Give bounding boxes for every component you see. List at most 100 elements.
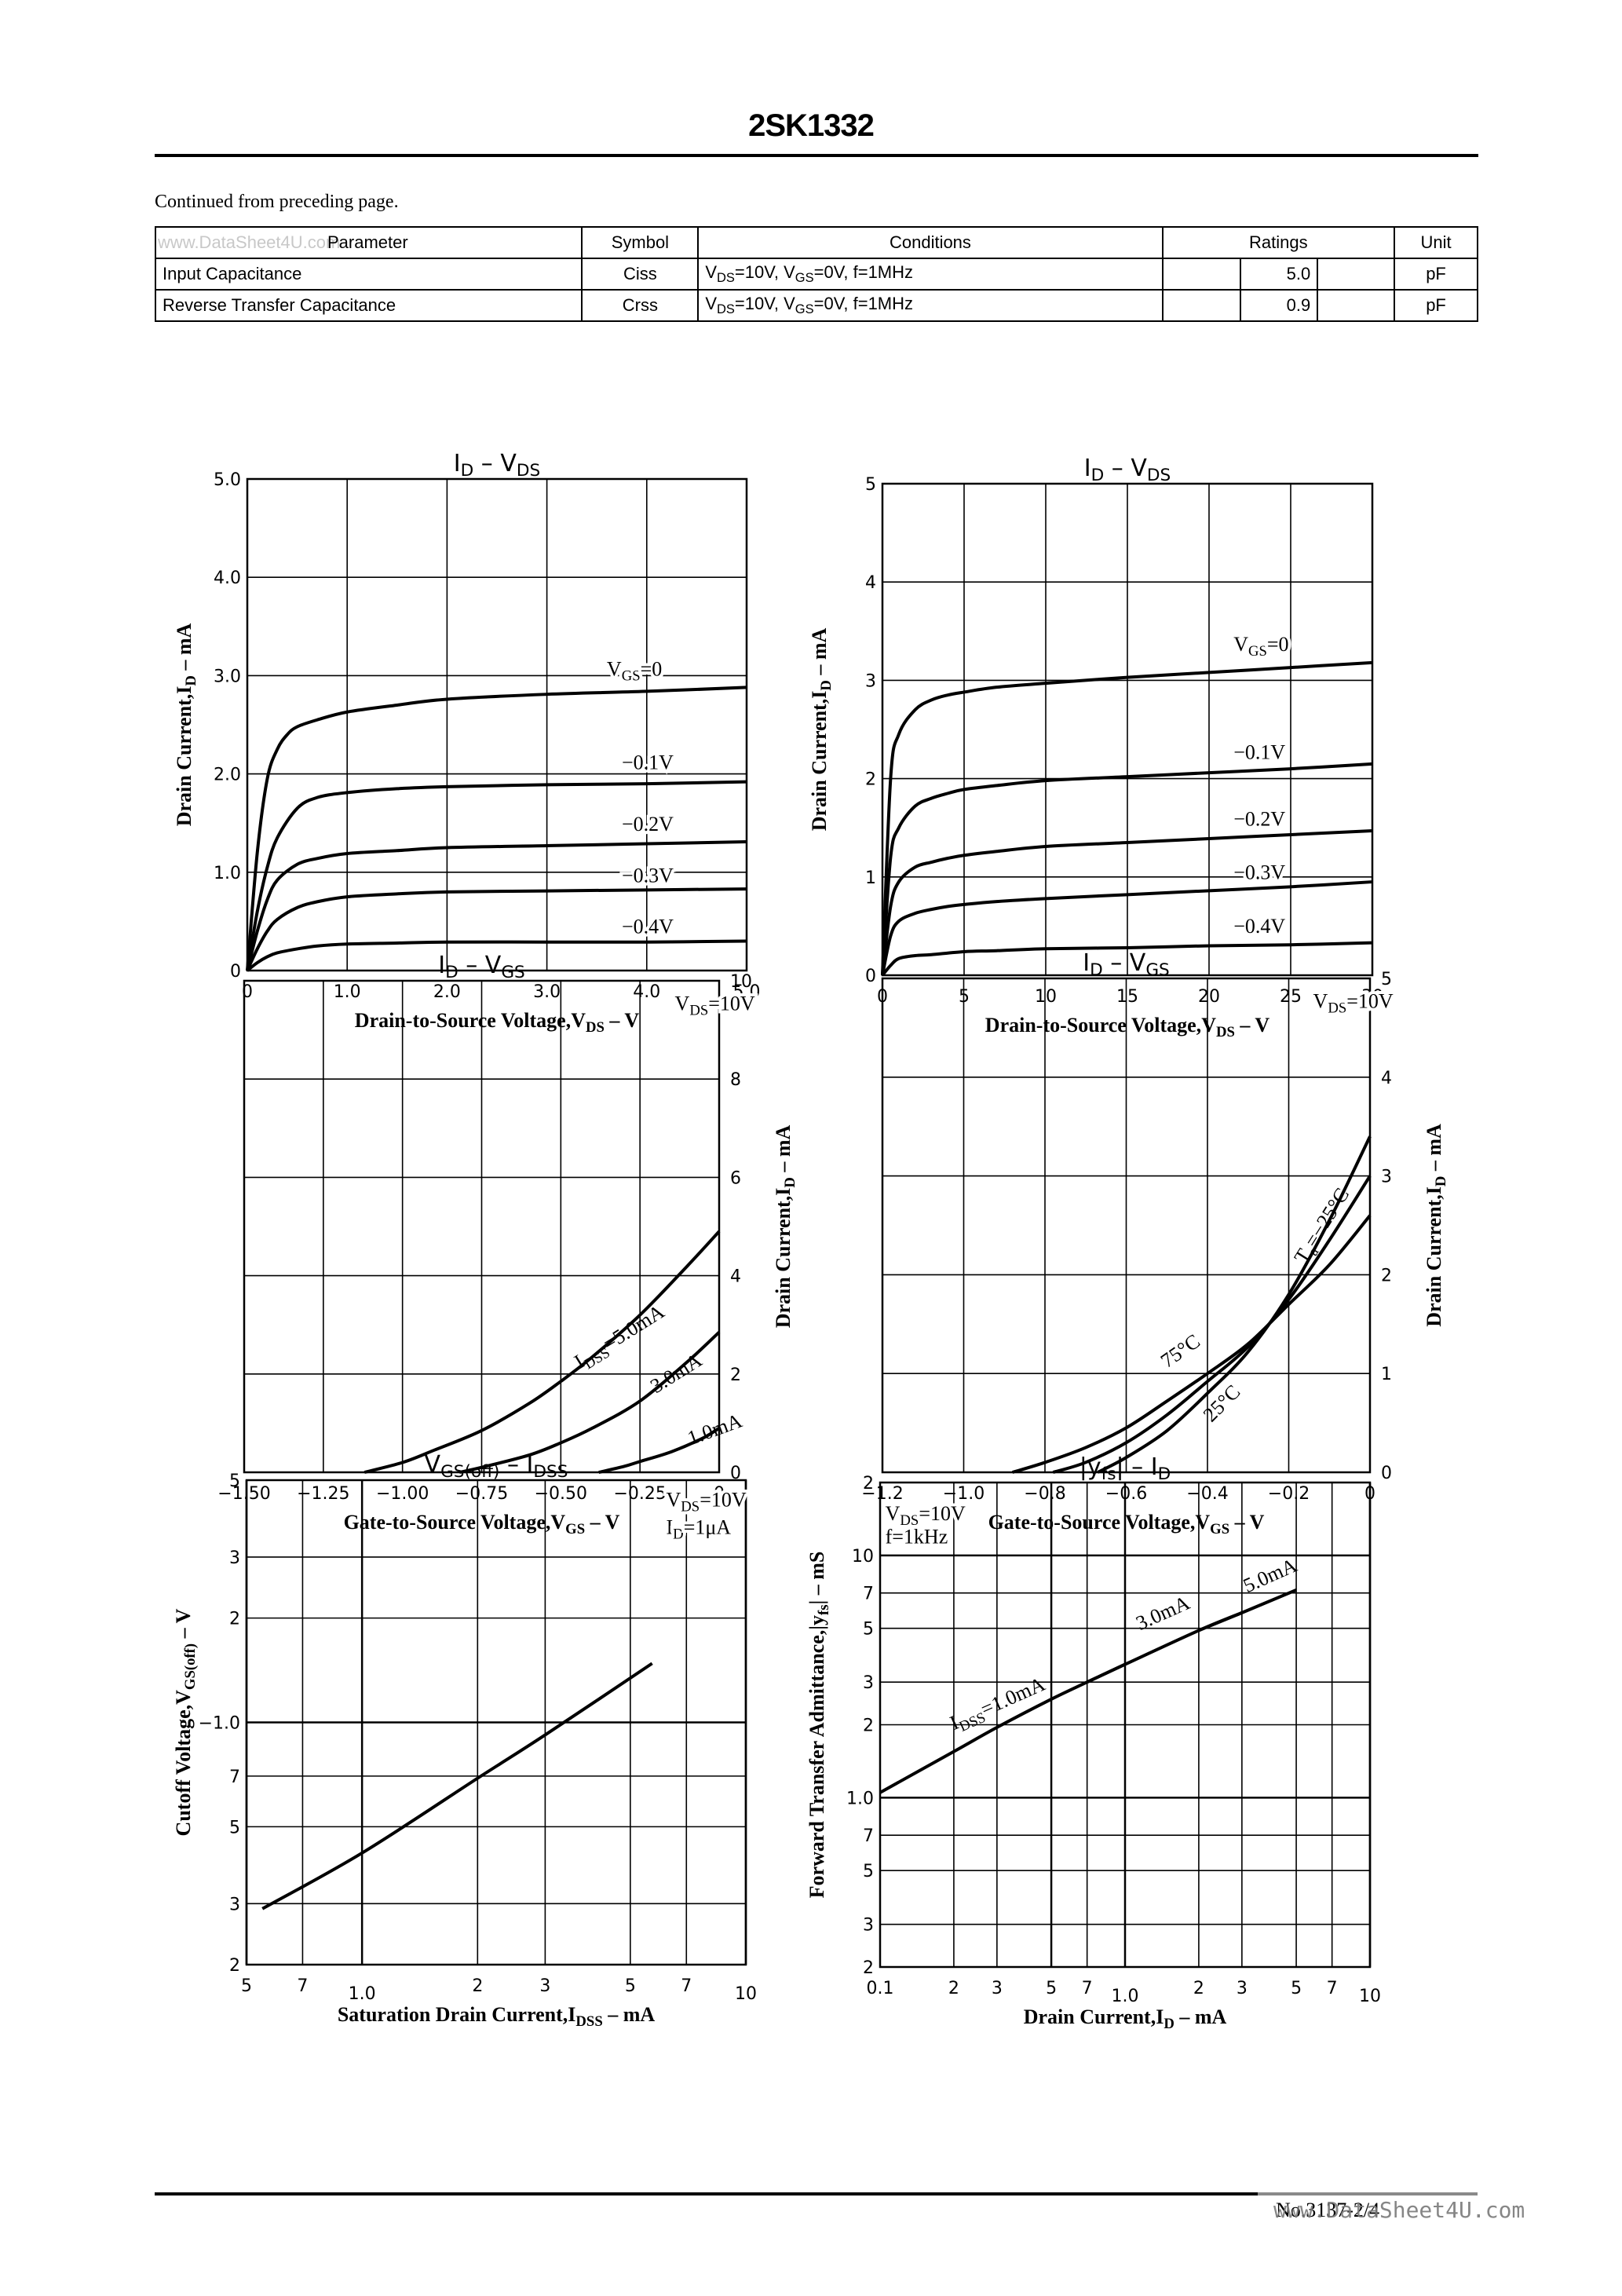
series-curve <box>879 1662 1126 1794</box>
cell-symbol: Ciss <box>581 258 700 291</box>
chart-annotation: −0.4V <box>1233 915 1285 938</box>
cell-parameter: Input Capacitance <box>154 258 583 291</box>
series-curve <box>261 1662 653 1910</box>
x-tick-label: −0.75 <box>455 1484 508 1504</box>
y-tick-label: 2.0 <box>214 766 241 785</box>
x-tick-label: 5 <box>241 1976 252 1996</box>
chart-title: ID​ – VDS​ <box>454 450 540 481</box>
x-tick-label: 7 <box>297 1976 308 1996</box>
chart-annotation: f=1kHz <box>886 1526 948 1548</box>
y-axis-label: Drain Current,ID​ – mA <box>1423 1124 1449 1327</box>
chart-annotation: VDS​=10V <box>886 1502 966 1529</box>
y-axis-label: Forward Transfer Admittance,|yfs​| – mS <box>806 1552 832 1899</box>
x-tick-label: −1.2 <box>861 1484 903 1504</box>
x-tick-label: 7 <box>1082 1979 1093 1998</box>
chart-annotation: −0.2V <box>622 813 674 835</box>
y-axis-label: Drain Current,ID​ – mA <box>173 623 199 826</box>
x-tick-label: 1.0 <box>349 1984 376 2004</box>
table-row: Reverse Transfer Capacitance Crss VDS=10… <box>154 289 1478 322</box>
y-tick-label: 2 <box>229 1956 240 1976</box>
col-header-unit: Unit <box>1394 226 1478 259</box>
plot-area: 051015202530012345ID​ – VDS​Drain-to-Sou… <box>808 455 1383 1040</box>
x-tick-label: −1.00 <box>376 1484 429 1504</box>
cell-symbol: Crss <box>581 289 700 322</box>
y-tick-label: 2 <box>229 1610 240 1629</box>
spec-table: www.DataSheet4U.com Parameter Symbol Con… <box>154 226 1478 322</box>
series-curve <box>246 686 747 971</box>
x-tick-label: −0.4 <box>1186 1484 1228 1504</box>
x-tick-label: 10 <box>1359 1987 1381 2006</box>
plot-area: 01.02.03.04.05.001.02.03.04.05.0ID​ – VD… <box>173 450 761 1036</box>
y-tick-label: 1 <box>1381 1365 1392 1384</box>
chart-title: ID​ – VDS​ <box>1084 455 1171 485</box>
footer-rule-watermark <box>1258 2192 1478 2195</box>
y-tick-label: 5 <box>865 475 876 495</box>
chart-title: |yfs​| – ID​ <box>1080 1453 1171 1484</box>
y-tick-label: 6 <box>730 1168 741 1188</box>
x-tick-label: 10 <box>1035 987 1057 1007</box>
series-curve <box>881 762 1373 976</box>
y-tick-label: 7 <box>229 1768 240 1787</box>
y-tick-label: 7 <box>863 1826 874 1846</box>
x-tick-label: −0.6 <box>1105 1484 1147 1504</box>
y-tick-label: 0 <box>230 962 241 982</box>
x-tick-label: −1.25 <box>297 1484 349 1504</box>
x-tick-label: 25 <box>1280 987 1302 1007</box>
chart-annotation: VDS​=10V <box>1313 990 1394 1017</box>
x-tick-label: 2 <box>472 1976 483 1996</box>
y-tick-label: 5 <box>229 1472 240 1491</box>
page-title: 2SK1332 <box>748 108 875 143</box>
x-tick-label: 3 <box>1237 1979 1248 1998</box>
x-tick-label: 10 <box>735 1984 757 2004</box>
x-tick-label: 5.0 <box>733 982 761 1002</box>
cell-unit: pF <box>1394 289 1478 322</box>
y-tick-label: 5 <box>863 1620 874 1640</box>
y-tick-label: 3 <box>1381 1168 1392 1187</box>
x-tick-label: −0.50 <box>535 1484 587 1504</box>
cell-max <box>1317 289 1396 322</box>
x-tick-label: 3 <box>992 1979 1003 1998</box>
series-curve <box>363 1230 721 1474</box>
x-axis-label: Saturation Drain Current,IDSS​ – mA <box>338 2003 656 2030</box>
cell-conditions: VDS=10V, VGS=0V, f=1MHz <box>697 258 1164 291</box>
y-tick-label: 2 <box>863 1474 874 1493</box>
cell-min <box>1161 258 1242 291</box>
chart-annotation: −0.3V <box>622 864 674 887</box>
x-tick-label: 2 <box>948 1979 959 1998</box>
y-tick-label: 3 <box>863 1673 874 1693</box>
y-tick-label: 5 <box>863 1862 874 1881</box>
x-tick-label: 5 <box>1046 1979 1057 1998</box>
y-tick-label: 3 <box>865 671 876 691</box>
chart-annotation: −0.3V <box>1233 861 1285 883</box>
x-tick-label: 3.0 <box>533 982 561 1002</box>
x-tick-label: 0.1 <box>867 1979 894 1998</box>
x-tick-label: −1.50 <box>217 1484 270 1504</box>
x-tick-label: 0 <box>714 1484 725 1504</box>
x-tick-label: 2 <box>1193 1979 1204 1998</box>
footer-rule <box>155 2192 1258 2195</box>
y-axis-label: Drain Current,ID​ – mA <box>808 627 835 831</box>
series-curve <box>881 660 1373 976</box>
series-curve <box>246 839 747 971</box>
y-tick-label: 5 <box>1381 970 1392 989</box>
cell-parameter: Reverse Transfer Capacitance <box>154 289 583 322</box>
chart-annotation: VGS​=0 <box>607 657 662 684</box>
cell-unit: pF <box>1394 258 1478 291</box>
col-header-symbol: Symbol <box>581 226 700 259</box>
x-tick-label: 15 <box>1116 987 1138 1007</box>
page-number: No.3137-2/4 <box>1276 2199 1380 2221</box>
y-tick-label: 2 <box>865 770 876 790</box>
x-tick-label: 5 <box>1291 1979 1302 1998</box>
x-tick-label: −0.25 <box>613 1484 666 1504</box>
chart-annotation: −0.1V <box>622 751 674 773</box>
x-tick-label: 2.0 <box>433 982 461 1002</box>
x-tick-label: 7 <box>681 1976 692 1996</box>
x-tick-label: 1.0 <box>334 982 361 1002</box>
x-tick-label: 5 <box>625 1976 636 1996</box>
cell-typ: 0.9 <box>1240 289 1319 322</box>
series-curve <box>246 939 747 972</box>
y-tick-label: 1.0 <box>846 1789 874 1808</box>
